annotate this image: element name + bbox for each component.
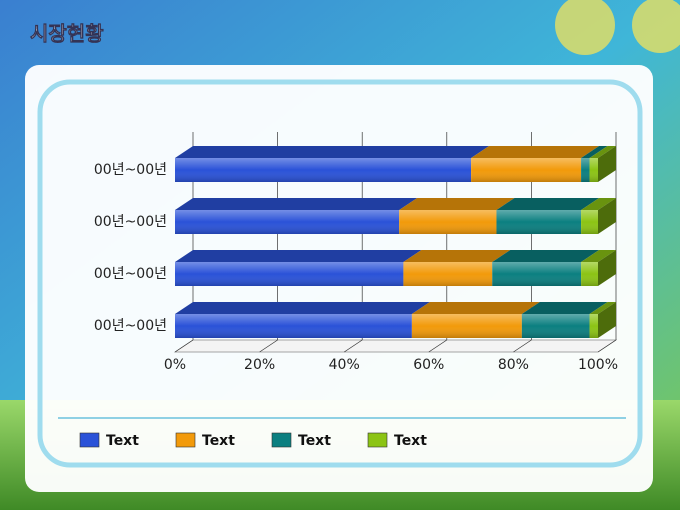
bar-shine [403,262,493,286]
bar-segment [175,250,422,286]
bar-end [598,146,616,182]
bar-top [471,146,600,158]
bar-segment [581,198,616,234]
bar-shine [492,262,582,286]
bar-segment [175,302,430,338]
bar-segment [175,146,490,182]
bar-shine [581,158,590,182]
bar-top [411,302,540,314]
y-tick-label: 00년~00년 [94,266,167,282]
floor-line [597,339,617,353]
flower [555,0,615,55]
bar-segment [521,302,608,338]
bar-top [492,250,600,262]
bar-segment [589,146,616,182]
y-tick-label: 00년~00년 [94,162,167,178]
x-tick-label: 100% [578,357,618,373]
x-tick-label: 0% [164,357,186,373]
bar-top [589,146,616,158]
bar-end [598,198,616,234]
bar-top [399,198,515,210]
legend-swatch [79,432,100,448]
bar-shine [175,262,404,286]
bar-top [589,302,616,314]
slide-title: 시장현황 [30,22,104,46]
legend-swatch [175,432,196,448]
bar-segment [403,250,511,286]
y-tick-label: 00년~00년 [94,214,167,230]
floor-line [513,339,532,353]
bar-top [175,302,430,314]
legend-label: Text [106,433,139,449]
floor-line [259,339,278,353]
bar-top [403,250,511,262]
bar-segment [496,198,600,234]
bar-segment [411,302,540,338]
bar-segment [471,146,600,182]
bar-end [598,250,616,286]
floor-line [428,339,447,353]
x-tick-label: 60% [413,357,444,373]
bar-segment [589,302,616,338]
legend-label: Text [298,433,331,449]
inner-frame [37,79,643,468]
bar-shine [589,314,598,338]
bar-shine [496,210,582,234]
legend-label: Text [202,433,235,449]
bar-end [598,302,616,338]
bar-shine [175,210,400,234]
bar-top [175,250,422,262]
x-tick-label: 20% [244,357,275,373]
bar-shine [411,314,522,338]
bar-shine [175,314,412,338]
bar-top [521,302,608,314]
floor-line [174,339,194,353]
legend-swatch [271,432,292,448]
x-tick-label: 80% [498,357,529,373]
x-tick-label: 40% [329,357,360,373]
bar-shine [175,158,472,182]
bar-shine [521,314,590,338]
y-tick-label: 00년~00년 [94,318,167,334]
bar-shine [581,262,598,286]
bar-shine [589,158,598,182]
bar-shine [399,210,497,234]
bar-shine [471,158,582,182]
bar-shine [581,210,598,234]
bar-segment [581,250,616,286]
bar-top [175,198,418,210]
bar-top [581,198,616,210]
bar-top [581,250,616,262]
floor [173,339,618,353]
floor-line [344,339,363,353]
bar-top [175,146,490,158]
legend-label: Text [394,433,427,449]
bar-segment [581,146,608,182]
bar-top [581,146,608,158]
flower [632,0,680,53]
legend-swatch [367,432,388,448]
bar-segment [175,198,418,234]
bar-segment [492,250,600,286]
bar-top [496,198,600,210]
bar-segment [399,198,515,234]
